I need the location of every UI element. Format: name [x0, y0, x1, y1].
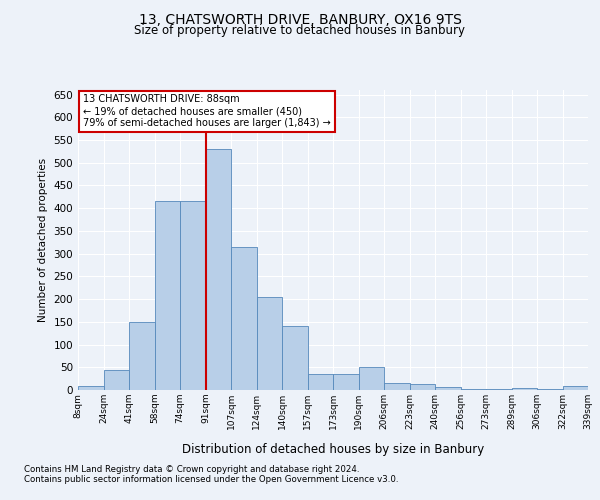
Bar [511, 388, 537, 390]
Bar [461, 388, 486, 390]
Text: Size of property relative to detached houses in Banbury: Size of property relative to detached ho… [134, 24, 466, 37]
Bar [308, 374, 333, 390]
Bar [333, 374, 359, 390]
Bar [180, 202, 205, 390]
Text: 13, CHATSWORTH DRIVE, BANBURY, OX16 9TS: 13, CHATSWORTH DRIVE, BANBURY, OX16 9TS [139, 12, 461, 26]
Bar [129, 322, 155, 390]
Bar [486, 388, 511, 390]
Text: Contains HM Land Registry data © Crown copyright and database right 2024.: Contains HM Land Registry data © Crown c… [24, 465, 359, 474]
Bar [231, 247, 257, 390]
Text: Distribution of detached houses by size in Banbury: Distribution of detached houses by size … [182, 442, 484, 456]
Bar [435, 387, 461, 390]
Text: Contains public sector information licensed under the Open Government Licence v3: Contains public sector information licen… [24, 475, 398, 484]
Bar [282, 326, 308, 390]
Bar [359, 368, 384, 390]
Bar [155, 202, 180, 390]
Y-axis label: Number of detached properties: Number of detached properties [38, 158, 48, 322]
Bar [205, 149, 231, 390]
Bar [104, 370, 129, 390]
Bar [78, 386, 104, 390]
Bar [537, 388, 563, 390]
Bar [563, 386, 588, 390]
Bar [384, 383, 409, 390]
Bar [409, 384, 435, 390]
Bar [257, 297, 282, 390]
Text: 13 CHATSWORTH DRIVE: 88sqm
← 19% of detached houses are smaller (450)
79% of sem: 13 CHATSWORTH DRIVE: 88sqm ← 19% of deta… [83, 94, 331, 128]
